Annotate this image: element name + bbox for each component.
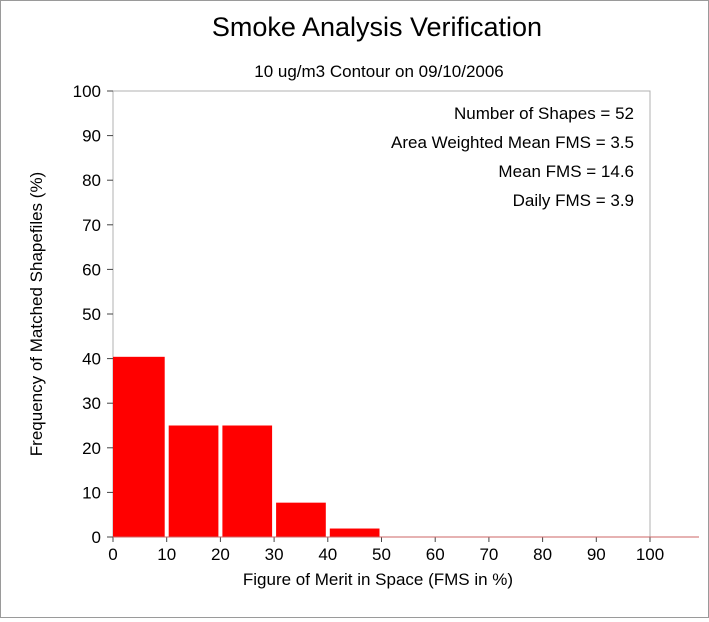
x-tick-label: 20 <box>211 545 230 564</box>
stat-annotation: Mean FMS = 14.6 <box>498 162 634 181</box>
stats-annotations: Number of Shapes = 52 Area Weighted Mean … <box>391 104 634 210</box>
x-tick-label: 60 <box>426 545 445 564</box>
y-tick-label: 60 <box>82 260 101 279</box>
y-axis-ticks: 0 10 20 30 40 50 60 70 80 90 100 <box>73 82 113 547</box>
y-tick-label: 0 <box>92 528 101 547</box>
stat-annotation: Area Weighted Mean FMS = 3.5 <box>391 133 634 152</box>
y-tick-label: 50 <box>82 305 101 324</box>
y-tick-label: 100 <box>73 82 101 101</box>
chart-subtitle: 10 ug/m3 Contour on 09/10/2006 <box>254 62 504 81</box>
y-tick-label: 30 <box>82 394 101 413</box>
y-tick-label: 90 <box>82 127 101 146</box>
x-tick-label: 30 <box>265 545 284 564</box>
x-tick-label: 40 <box>318 545 337 564</box>
x-axis-ticks: 0 10 20 30 40 50 60 70 80 90 100 <box>108 537 664 564</box>
x-tick-label: 50 <box>372 545 391 564</box>
x-tick-label: 0 <box>108 545 117 564</box>
y-tick-label: 20 <box>82 439 101 458</box>
histogram-bar <box>113 356 165 537</box>
histogram-bar <box>329 528 380 537</box>
stat-annotation: Number of Shapes = 52 <box>454 104 634 123</box>
x-axis-label: Figure of Merit in Space (FMS in %) <box>243 570 513 589</box>
x-tick-label: 10 <box>157 545 176 564</box>
y-tick-label: 80 <box>82 171 101 190</box>
y-axis-label: Frequency of Matched Shapefiles (%) <box>27 172 46 456</box>
bars <box>113 356 380 537</box>
stat-annotation: Daily FMS = 3.9 <box>513 191 634 210</box>
histogram-bar <box>276 502 326 537</box>
y-tick-label: 10 <box>82 483 101 502</box>
chart-title: Smoke Analysis Verification <box>212 12 542 42</box>
histogram-bar <box>222 425 273 537</box>
x-tick-label: 100 <box>636 545 664 564</box>
x-tick-label: 70 <box>479 545 498 564</box>
y-tick-label: 40 <box>82 350 101 369</box>
histogram-bar <box>168 425 219 537</box>
x-tick-label: 90 <box>587 545 606 564</box>
y-tick-label: 70 <box>82 216 101 235</box>
x-tick-label: 80 <box>533 545 552 564</box>
